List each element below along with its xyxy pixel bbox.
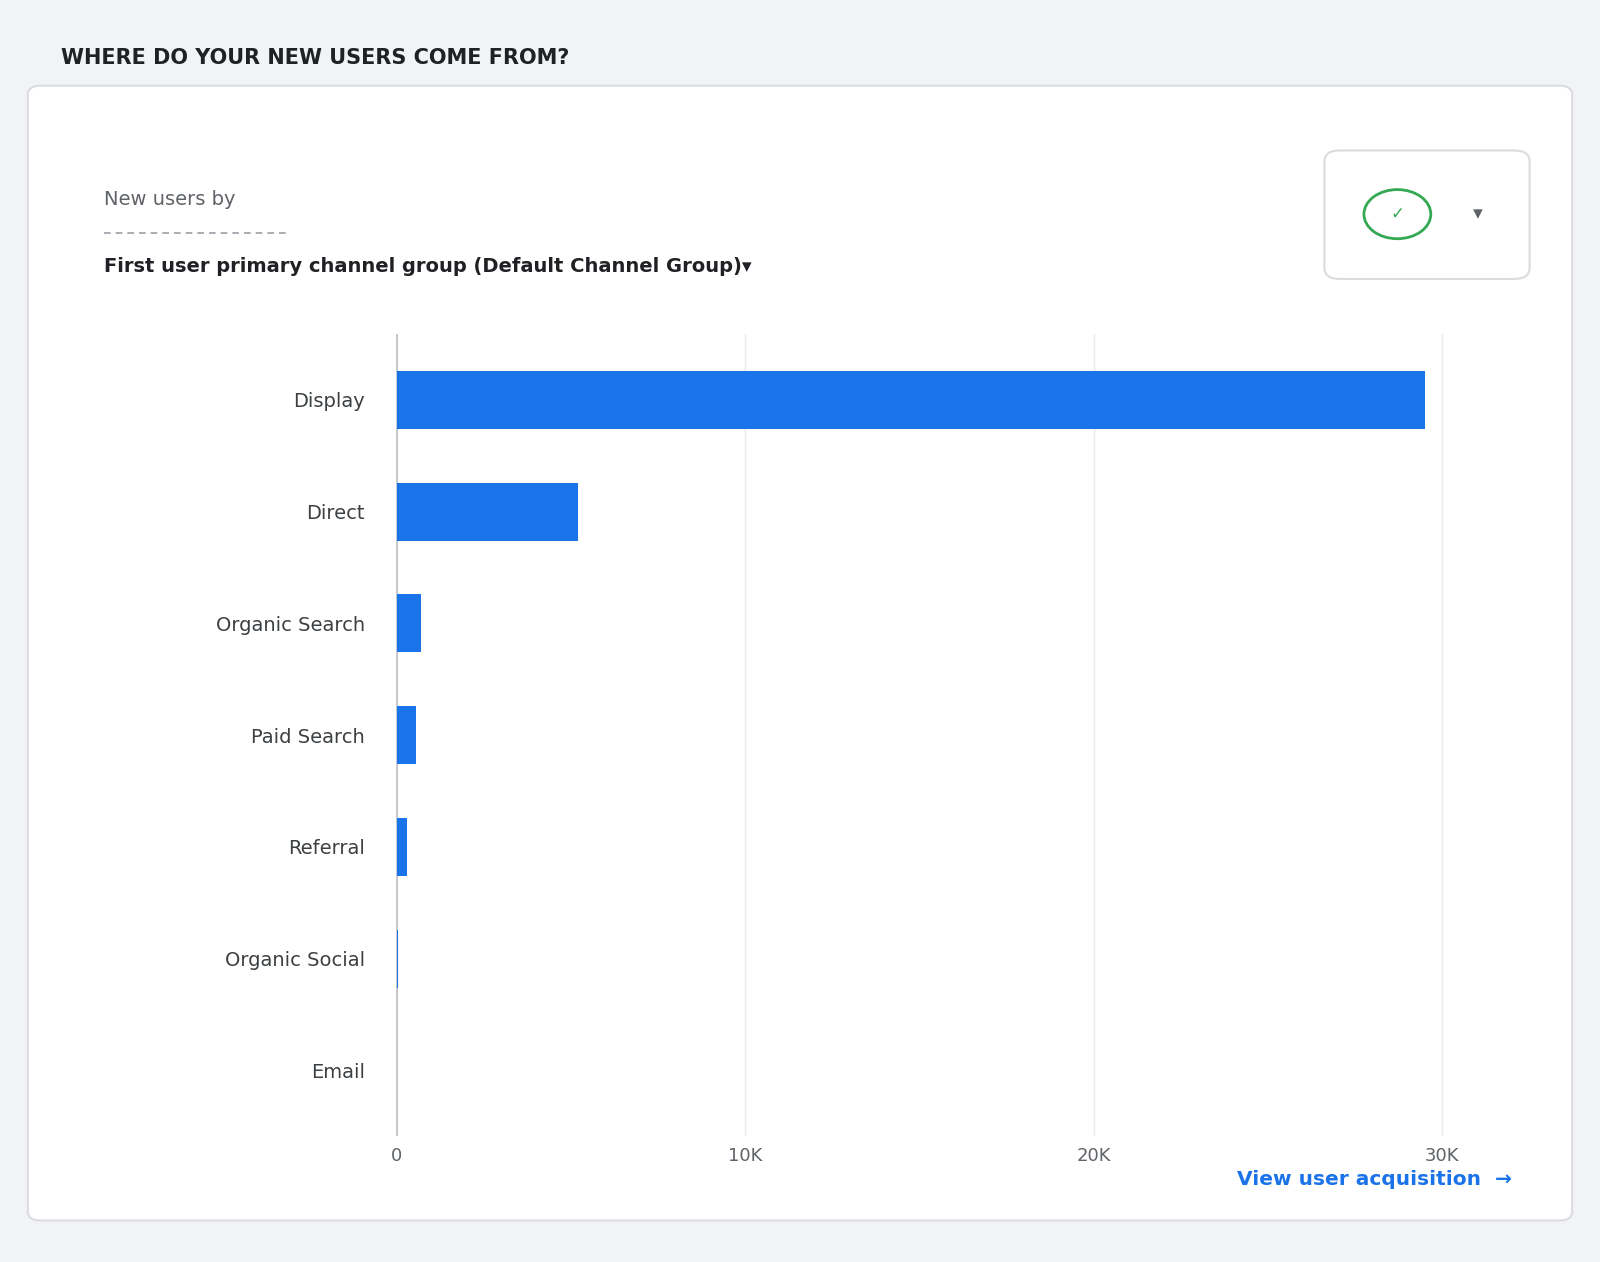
Bar bbox=[397, 818, 406, 876]
Text: ▾: ▾ bbox=[1474, 204, 1483, 223]
Text: WHERE DO YOUR NEW USERS COME FROM?: WHERE DO YOUR NEW USERS COME FROM? bbox=[61, 48, 570, 68]
FancyBboxPatch shape bbox=[27, 86, 1573, 1220]
Bar bbox=[397, 594, 421, 652]
Bar bbox=[397, 371, 1426, 429]
FancyBboxPatch shape bbox=[1325, 150, 1530, 279]
Text: View user acquisition  →: View user acquisition → bbox=[1237, 1170, 1512, 1189]
Circle shape bbox=[1363, 189, 1430, 239]
Bar bbox=[397, 705, 416, 765]
Text: ✓: ✓ bbox=[1390, 206, 1405, 223]
Text: First user primary channel group (Default Channel Group)▾: First user primary channel group (Defaul… bbox=[104, 256, 752, 275]
Bar bbox=[397, 482, 578, 540]
Text: New users by: New users by bbox=[104, 189, 235, 208]
